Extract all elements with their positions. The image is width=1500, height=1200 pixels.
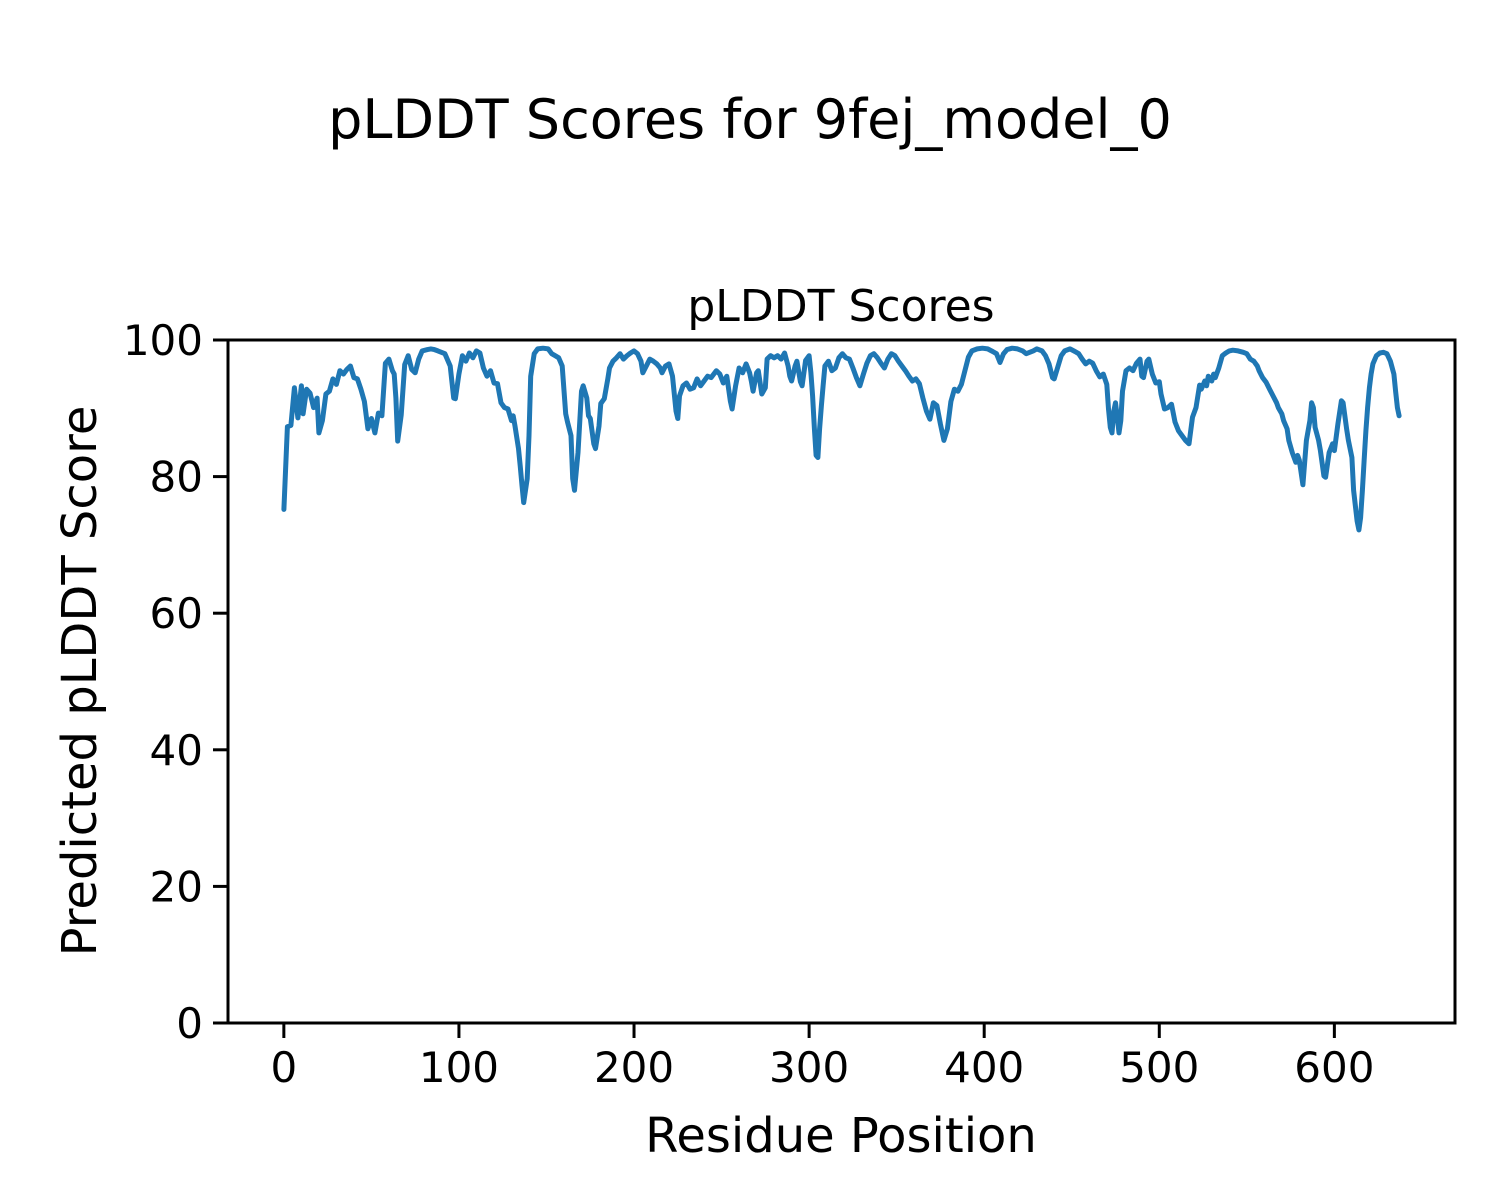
y-tick-label: 60 xyxy=(150,589,203,638)
axes-frame xyxy=(226,338,1457,1025)
y-axis-ticks xyxy=(213,338,228,1025)
y-tick-label: 40 xyxy=(150,726,203,775)
x-axis-tick-labels: 0 100 200 300 400 500 600 xyxy=(270,1043,1374,1092)
x-tick-label: 400 xyxy=(944,1043,1024,1092)
x-axis-label: Residue Position xyxy=(645,1108,1037,1164)
x-tick-label: 100 xyxy=(419,1043,499,1092)
x-tick-label: 200 xyxy=(594,1043,674,1092)
y-tick-label: 80 xyxy=(150,453,203,502)
axes-title: pLDDT Scores xyxy=(687,281,994,332)
plot-area: 0 100 200 300 400 500 600 0 20 40 60 80 100 xyxy=(123,316,1457,1092)
plddt-line-series xyxy=(281,345,1402,533)
figure-suptitle: pLDDT Scores for 9fej_model_0 xyxy=(328,88,1172,151)
x-tick-label: 0 xyxy=(270,1043,297,1092)
y-tick-label: 100 xyxy=(123,316,203,365)
x-tick-label: 300 xyxy=(769,1043,849,1092)
x-axis-ticks xyxy=(282,1023,1336,1038)
y-tick-label: 20 xyxy=(150,862,203,911)
x-tick-label: 500 xyxy=(1119,1043,1199,1092)
y-axis-tick-labels: 0 20 40 60 80 100 xyxy=(123,316,203,1048)
x-tick-label: 600 xyxy=(1294,1043,1374,1092)
y-axis-label: Predicted pLDDT Score xyxy=(52,406,108,957)
y-tick-label: 0 xyxy=(176,999,203,1048)
